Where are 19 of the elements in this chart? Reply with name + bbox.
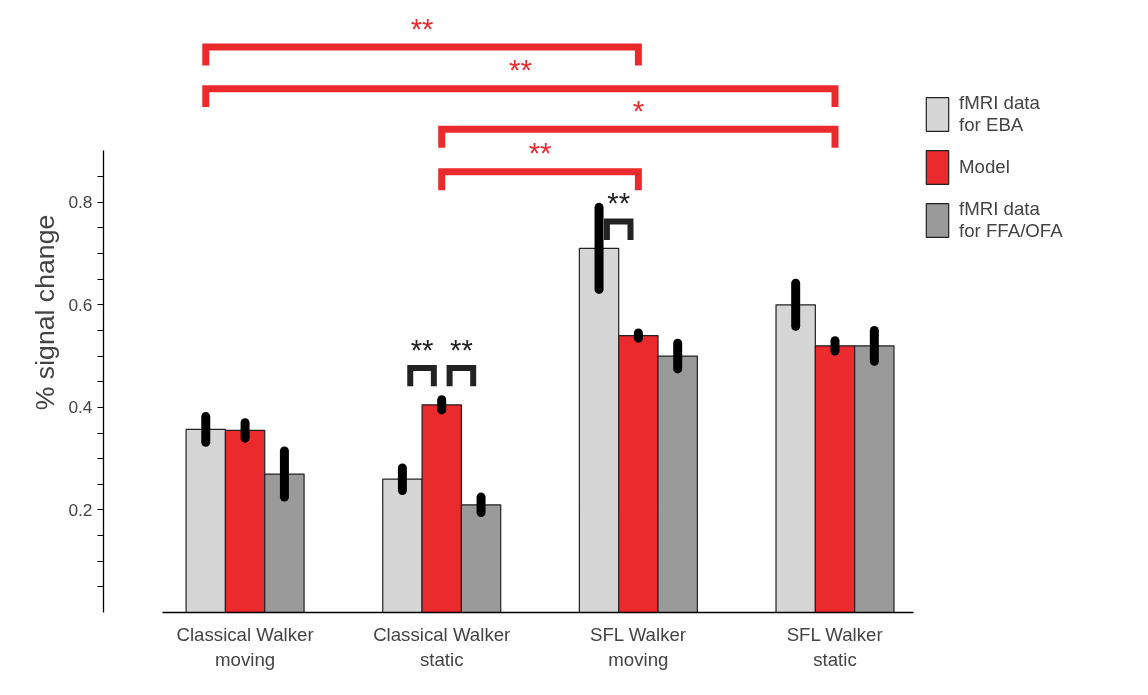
y-tick-label: 0.8 bbox=[68, 192, 93, 213]
legend-label: fMRI data for EBA bbox=[959, 92, 1040, 136]
annotation: ** bbox=[607, 186, 631, 220]
annotation: ** bbox=[528, 136, 552, 170]
text: * bbox=[632, 93, 645, 127]
y-tick-label: 0.2 bbox=[68, 499, 93, 520]
y-tick-label: 0.6 bbox=[68, 294, 93, 315]
y-axis-title: % signal change bbox=[30, 214, 61, 411]
x-tick-label: SFL Walker moving bbox=[589, 623, 687, 670]
x-tick-label: SFL Walker static bbox=[786, 623, 883, 670]
annotation: ** bbox=[410, 332, 434, 366]
x-tick-label: Classical Walker moving bbox=[176, 623, 314, 670]
text: ** bbox=[508, 53, 532, 87]
annotation: ** bbox=[449, 332, 473, 366]
text: ** bbox=[410, 11, 434, 45]
x-tick-label: Classical Walker static bbox=[373, 623, 511, 670]
legend-label: Model bbox=[959, 156, 1010, 178]
y-tick-label: 0.4 bbox=[68, 397, 93, 418]
legend-label: fMRI data for FFA/OFA bbox=[959, 198, 1063, 242]
